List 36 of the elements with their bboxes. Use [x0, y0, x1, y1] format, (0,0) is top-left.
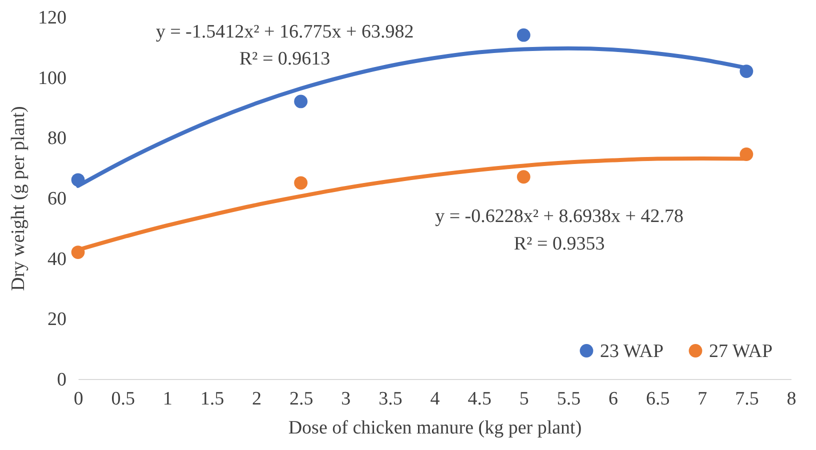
y-tick-label: 0	[57, 370, 66, 390]
legend-label: 23 WAP	[600, 340, 664, 362]
x-tick-label: 5.5	[556, 388, 581, 410]
x-tick-label: 8	[786, 388, 796, 410]
x-tick-label: 7.5	[735, 388, 759, 410]
y-tick-label: 100	[38, 68, 66, 89]
point	[294, 176, 308, 190]
annotation: y = -1.5412x² + 16.775x + 63.982	[156, 21, 414, 42]
annotation: R² = 0.9613	[239, 48, 330, 70]
x-tick-label: 0	[74, 388, 84, 410]
x-tick-label: 6.5	[646, 388, 670, 410]
y-axis-title: Dry weight (g per plant)	[8, 106, 29, 291]
point	[516, 170, 530, 184]
legend-label: 27 WAP	[709, 340, 773, 362]
x-tick-label: 2	[252, 388, 262, 410]
x-axis-title: Dose of chicken manure (kg per plant)	[288, 418, 582, 438]
x-tick-label: 2.5	[289, 388, 314, 410]
x-tick-label: 5	[519, 388, 529, 410]
x-tick-label: 3	[341, 388, 351, 410]
y-tick-label: 20	[48, 309, 66, 330]
annotation: R² = 0.9353	[514, 233, 605, 254]
y-tick-label: 120	[38, 8, 66, 28]
annotation: y = -0.6228x² + 8.6938x + 42.78	[435, 206, 684, 228]
x-tick-label: 4.5	[468, 388, 492, 410]
x-tick-label: 4	[430, 388, 440, 410]
x-tick-label: 0.5	[111, 388, 135, 410]
x-tick-label: 7	[698, 388, 708, 410]
point	[294, 94, 308, 108]
y-tick-label: 80	[48, 128, 66, 150]
x-tick-label: 1	[162, 388, 172, 410]
x-tick-label: 1.5	[200, 388, 224, 410]
point	[516, 28, 530, 42]
x-tick-label: 6	[608, 388, 618, 410]
x-tick-label: 3.5	[378, 388, 402, 410]
y-tick-label: 60	[48, 188, 66, 210]
y-tick-label: 40	[48, 248, 66, 270]
